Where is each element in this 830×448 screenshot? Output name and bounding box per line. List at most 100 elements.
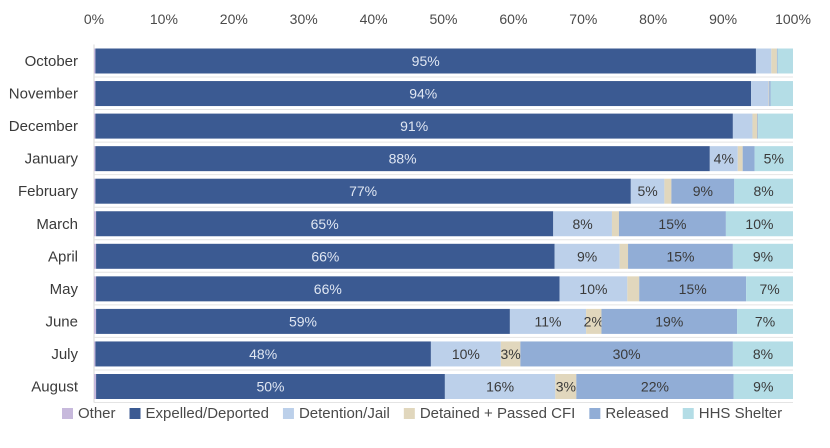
data-label: 7% [755,313,775,329]
bar-segment [94,113,96,139]
bar-segment [94,146,96,172]
bar-segment [755,48,772,74]
bar-segment [769,81,771,107]
bar-row: January 88% 4% 5% [25,146,793,176]
data-label: 16% [486,379,514,395]
data-label: 15% [666,248,694,264]
bar-segment [619,243,629,269]
bar-segment [96,374,445,399]
bar-segment [709,146,738,172]
data-label: 4% [714,151,734,167]
data-label: 9% [753,248,773,264]
bar-segment [671,178,735,204]
bar-row: December 91% [9,113,793,143]
data-label: 59% [289,313,317,329]
data-label: 9% [693,183,713,199]
bar-row: October 95% [25,48,793,78]
bar-row: August 50% 16% 3% 22% 9% [31,374,793,403]
bar-row: April 66% 9% 15% 9% [48,243,793,273]
bar-segment [520,341,733,367]
bar-segment [601,308,738,334]
category-label: May [50,281,79,298]
bar-segment [754,146,793,172]
data-label: 8% [572,216,592,232]
data-label: 3% [500,346,520,362]
legend-swatch [282,408,294,419]
bar-row: May 66% 10% 15% 7% [50,276,793,306]
data-label: 77% [349,183,377,199]
category-label: March [36,216,78,233]
data-label: 66% [311,248,339,264]
bar-segment [95,146,710,172]
data-label: 95% [412,53,440,69]
x-tick-label: 10% [150,11,178,27]
legend-label: Detained + Passed CFI [420,405,576,422]
bar-row: March 65% 8% 15% 10% [36,211,793,241]
bar-segment [777,48,793,74]
category-label: January [25,151,79,168]
bar-segment [96,243,555,269]
legend-swatch [129,408,141,419]
bar-segment [95,341,431,367]
legend-swatch [682,408,694,419]
legend-label: Expelled/Deported [146,405,269,422]
legend: Other Expelled/Deported Detention/Jail Deta… [62,405,782,422]
data-label: 91% [400,118,428,134]
bar-segment [96,276,560,302]
x-tick-label: 70% [569,11,597,27]
data-label: 15% [679,281,707,297]
bar-segment [94,243,97,269]
bar-segment [737,146,743,172]
bar-segment [95,48,756,74]
data-label: 15% [658,216,686,232]
bar-segment [586,308,602,334]
category-label: April [48,248,78,265]
x-tick-label: 40% [360,11,388,27]
data-label: 65% [311,216,339,232]
data-label: 50% [256,379,284,395]
bar-segment [500,341,521,367]
bar-segment [509,308,587,334]
bar-segment [94,178,96,204]
data-label: 2% [584,313,604,329]
bar-segment [630,178,665,204]
bar-segment [757,113,759,139]
bar-segment [96,211,554,237]
bar-segment [94,341,96,367]
data-label: 7% [759,281,779,297]
data-label: 9% [753,379,773,395]
bar-segment [553,211,612,237]
data-label: 10% [579,281,607,297]
bar-segment [768,81,770,107]
data-label: 5% [764,151,784,167]
bar-segment [771,48,777,74]
data-label: 8% [754,183,774,199]
legend-label: Detention/Jail [299,405,390,422]
bar-segment [94,211,97,237]
bar-segment [94,308,97,334]
data-label: 3% [556,379,576,395]
category-label: December [9,118,78,135]
bar-segment [628,243,733,269]
x-tick-label: 80% [639,11,667,27]
bar-segment [555,374,577,399]
data-label: 11% [535,313,562,329]
bar-segment [618,211,726,237]
bar-segment [664,178,672,204]
bar-segment [95,178,631,204]
category-label: July [51,346,78,363]
data-label: 5% [637,183,657,199]
x-tick-label: 30% [290,11,318,27]
bar-segment [559,276,628,302]
data-label: 10% [452,346,480,362]
bar-segment [732,243,793,269]
bar-row: November 94% [9,81,793,111]
bar-segment [732,341,793,367]
bar-segment [554,243,620,269]
data-label: 48% [249,346,277,362]
bar-segment [95,81,752,107]
bar-segment [576,374,734,399]
bar-segment [742,146,755,172]
data-label: 9% [577,248,597,264]
